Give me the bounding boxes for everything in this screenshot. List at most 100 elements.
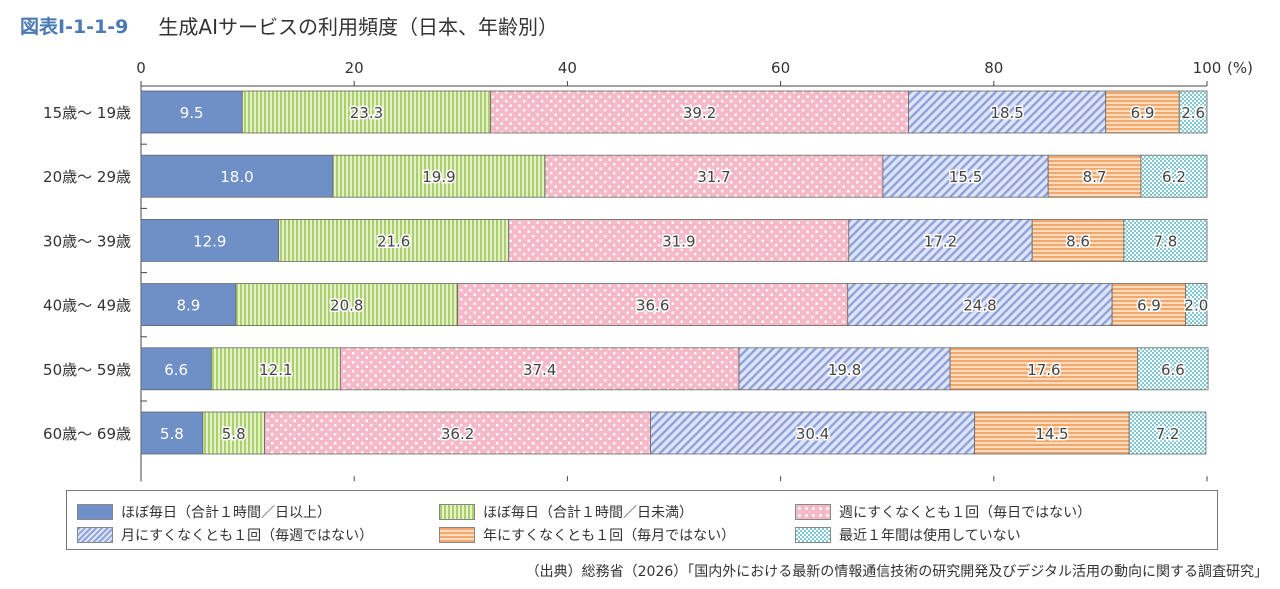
data-label: 12.9 (193, 232, 226, 250)
bar-segment (544, 154, 884, 198)
data-label: 6.6 (164, 361, 188, 379)
legend-item-monthly: 月にすくなくとも１回（毎週ではない） (77, 525, 373, 545)
bar-segment (1031, 218, 1125, 262)
data-label: 36.6 (636, 297, 669, 315)
data-label: 30.4 (796, 425, 829, 443)
legend-item-weekly: 週にすくなくとも１回（毎日ではない） (795, 502, 1091, 522)
data-label: 24.8 (963, 297, 996, 315)
data-label: 6.6 (1161, 361, 1185, 379)
bar-segment (140, 411, 204, 455)
legend-swatch (439, 527, 475, 543)
stacked-bar-chart: 0 20 40 60 80 100 (%) 15歳～ 19歳 20歳～ 29歳 30歳～ 39歳 4… (43, 59, 1253, 482)
data-label: 5.8 (160, 425, 184, 443)
bar-segment (140, 283, 237, 327)
legend-item-yearly: 年にすくなくとも１回（毎月ではない） (439, 525, 735, 545)
data-label: 6.9 (1137, 297, 1161, 315)
legend-item-daily-1h-plus: ほぼ毎日（合計１時間／日以上） (77, 502, 331, 522)
bar-segment (974, 411, 1130, 455)
legend-label: 最近１年間は使用していない (839, 528, 1021, 544)
x-tick-label: 80 (984, 59, 1003, 77)
legend-swatch (439, 504, 475, 520)
category-label: 50歳～ 59歳 (43, 361, 131, 379)
data-label: 14.5 (1035, 425, 1068, 443)
data-label: 2.0 (1184, 297, 1208, 315)
bar-segment (1178, 90, 1208, 134)
bar-segment (1140, 154, 1208, 198)
data-label: 18.0 (220, 168, 253, 186)
bar-segment (1105, 90, 1180, 134)
category-label: 60歳～ 69歳 (43, 425, 131, 443)
chart-legend: ほぼ毎日（合計１時間／日以上） ほぼ毎日（合計１時間／日未満） 週にすくなくとも… (66, 490, 1218, 550)
legend-label: 週にすくなくとも１回（毎日ではない） (839, 505, 1092, 521)
bar-segment (241, 90, 492, 134)
data-label: 37.4 (523, 361, 556, 379)
legend-label: 年にすくなくとも１回（毎月ではない） (483, 528, 736, 544)
data-label: 15.5 (949, 168, 982, 186)
bar-segment (1047, 154, 1142, 198)
data-label: 36.2 (441, 425, 474, 443)
bar-segment (1137, 347, 1209, 391)
bar-segment (1128, 411, 1207, 455)
bar-segment (1123, 218, 1208, 262)
figure-title-row: 図表Ⅰ-1-1-9 生成AIサービスの利用頻度（日本、年齢別） (20, 8, 558, 42)
data-label: 17.2 (924, 232, 957, 250)
category-label: 40歳～ 49歳 (43, 297, 131, 315)
x-axis-unit: (%) (1227, 59, 1253, 77)
x-tick-label: 40 (558, 59, 577, 77)
legend-label: ほぼ毎日（合計１時間／日未満） (483, 505, 693, 521)
bar-segment (738, 347, 951, 391)
legend-swatch (795, 527, 831, 543)
bar-segment (650, 411, 976, 455)
bar-segment (908, 90, 1107, 134)
bar-segment (457, 283, 849, 327)
data-label: 7.8 (1153, 232, 1177, 250)
data-label: 6.2 (1162, 168, 1186, 186)
bar-segment (210, 347, 341, 391)
legend-swatch (795, 504, 831, 520)
legend-swatch (77, 504, 113, 520)
bar-segment (848, 218, 1033, 262)
category-label: 20歳～ 29歳 (43, 168, 131, 186)
bar-segment (882, 154, 1049, 198)
category-label: 15歳～ 19歳 (43, 104, 131, 122)
x-tick-label: 100 (1193, 59, 1222, 77)
data-label: 19.9 (422, 168, 455, 186)
legend-item-daily-under-1h: ほぼ毎日（合計１時間／日未満） (439, 502, 693, 522)
bar-segment (140, 218, 279, 262)
bar-segment (140, 90, 243, 134)
bar-segment (508, 218, 850, 262)
data-label: 20.8 (330, 297, 363, 315)
data-label: 23.3 (350, 104, 383, 122)
data-label: 5.8 (222, 425, 246, 443)
legend-label: ほぼ毎日（合計１時間／日以上） (121, 505, 331, 521)
bar-segment (332, 154, 546, 198)
data-label: 8.9 (177, 297, 201, 315)
legend-swatch (77, 527, 113, 543)
data-label: 19.8 (828, 361, 861, 379)
legend-item-not-used: 最近１年間は使用していない (795, 525, 1021, 545)
data-label: 2.6 (1181, 104, 1205, 122)
x-tick-label: 60 (771, 59, 790, 77)
category-label: 30歳～ 39歳 (43, 232, 131, 250)
bar-segment (847, 283, 1113, 327)
data-label: 8.6 (1066, 232, 1090, 250)
data-label: 9.5 (180, 104, 204, 122)
bar-segment (140, 154, 334, 198)
bar-segment (202, 411, 266, 455)
data-label: 18.5 (990, 104, 1023, 122)
data-label: 12.1 (259, 361, 292, 379)
x-tick-label: 0 (136, 59, 146, 77)
bar-segment (1185, 283, 1208, 327)
data-label: 17.6 (1027, 361, 1060, 379)
data-label: 8.7 (1083, 168, 1107, 186)
data-label: 7.2 (1156, 425, 1180, 443)
legend-label: 月にすくなくとも１回（毎週ではない） (121, 528, 374, 544)
data-label: 31.7 (697, 168, 730, 186)
x-tick-label: 20 (345, 59, 364, 77)
bar-segment (140, 347, 212, 391)
figure-title: 生成AIサービスの利用頻度（日本、年齢別） (158, 14, 558, 39)
data-label: 6.9 (1131, 104, 1155, 122)
data-label: 21.6 (377, 232, 410, 250)
bar-segment (490, 90, 909, 134)
figure-number: 図表Ⅰ-1-1-9 (20, 15, 129, 38)
